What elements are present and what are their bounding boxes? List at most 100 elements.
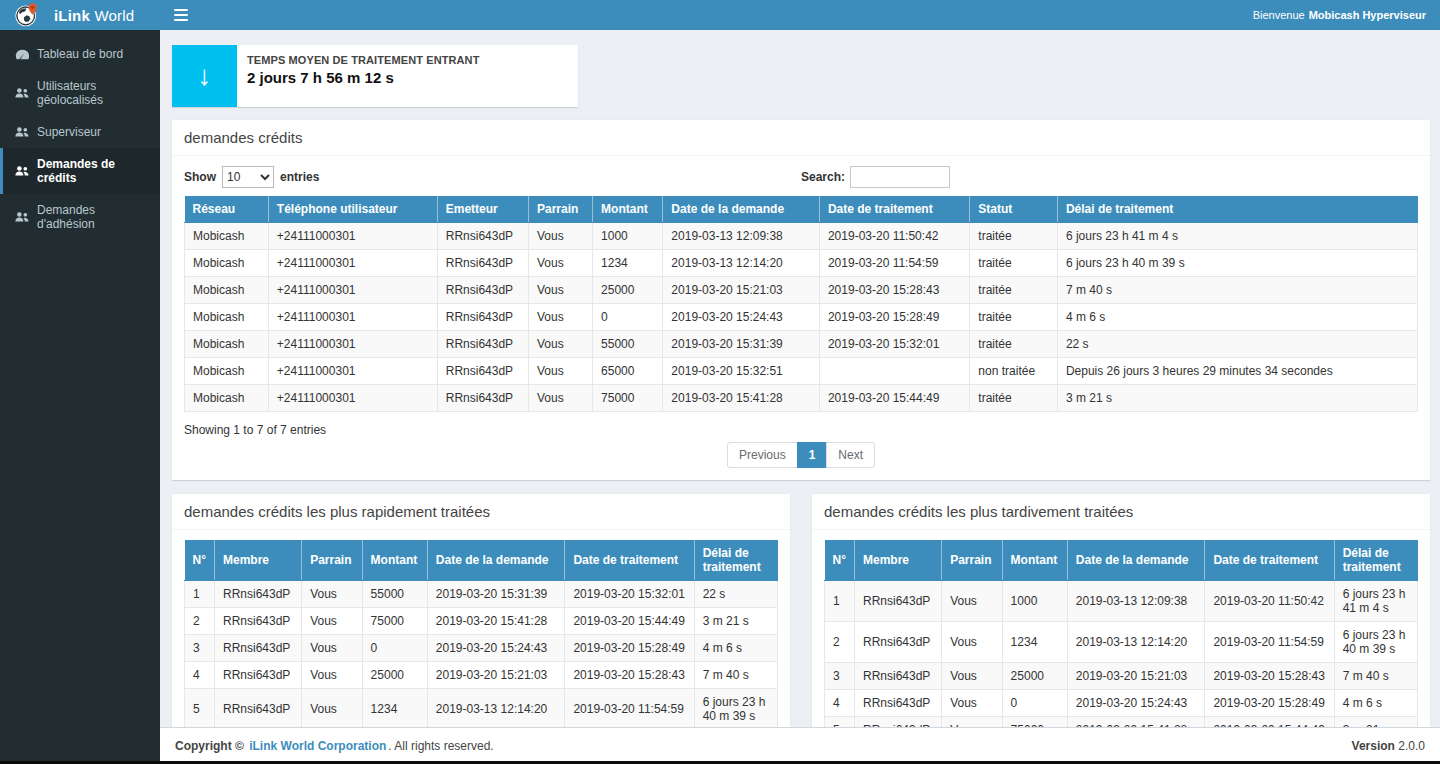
table-row: 3RRnsi643dPVous02019-03-20 15:24:432019-…: [185, 635, 778, 662]
table-cell: RRnsi643dP: [214, 635, 301, 662]
column-header[interactable]: Montant: [362, 540, 427, 581]
table-cell: Vous: [942, 717, 1002, 728]
table-cell: 0: [1002, 690, 1067, 717]
table-row: 3RRnsi643dPVous250002019-03-20 15:21:032…: [825, 663, 1418, 690]
column-header[interactable]: Téléphone utilisateur: [268, 196, 437, 223]
table-cell: 2019-03-20 15:31:39: [663, 331, 820, 358]
column-header[interactable]: Montant: [593, 196, 663, 223]
table-cell: traitée: [970, 385, 1058, 412]
table-cell: traitée: [970, 277, 1058, 304]
table-cell: 25000: [362, 662, 427, 689]
table-cell: 2019-03-20 15:44:49: [1205, 717, 1334, 728]
brand-name-light: World: [94, 7, 134, 24]
previous-button[interactable]: Previous: [727, 442, 798, 468]
table-cell: [819, 358, 969, 385]
column-header[interactable]: Date de la demande: [1067, 540, 1205, 581]
column-header[interactable]: Délai de traitement: [1057, 196, 1417, 223]
column-header[interactable]: Montant: [1002, 540, 1067, 581]
fastest-panel-body: N°MembreParrainMontantDate de la demande…: [172, 530, 790, 727]
latest-table: N°MembreParrainMontantDate de la demande…: [824, 540, 1418, 727]
users-icon: [15, 211, 30, 223]
table-cell: 2019-03-20 15:41:28: [1067, 717, 1205, 728]
sidebar-item-label: Utilisateurs géolocalisés: [37, 79, 150, 107]
credits-panel-title: demandes crédits: [172, 120, 1430, 156]
column-header[interactable]: Date de la demande: [663, 196, 820, 223]
company-link[interactable]: iLink World Corporation: [249, 739, 386, 753]
table-cell: 0: [362, 635, 427, 662]
table-cell: +24111000301: [268, 277, 437, 304]
header-row: N°MembreParrainMontantDate de la demande…: [825, 540, 1418, 581]
table-cell: 55000: [362, 581, 427, 608]
sidebar-item-supervisor[interactable]: Superviseur: [0, 116, 160, 148]
table-cell: 6 jours 23 h 40 m 39 s: [1334, 622, 1417, 663]
column-header[interactable]: Délai de traitement: [694, 540, 777, 581]
sidebar-item-label: Superviseur: [37, 125, 101, 139]
table-cell: 2019-03-20 15:32:01: [819, 331, 969, 358]
table-cell: traitée: [970, 250, 1058, 277]
sidebar-item-geolocated-users[interactable]: Utilisateurs géolocalisés: [0, 70, 160, 116]
table-cell: Vous: [942, 581, 1002, 622]
dashboard-icon: [15, 49, 30, 60]
column-header[interactable]: Emetteur: [437, 196, 528, 223]
table-cell: 6 jours 23 h 40 m 39 s: [1057, 250, 1417, 277]
table-cell: 2019-03-20 15:21:03: [427, 662, 565, 689]
column-header[interactable]: Date de traitement: [819, 196, 969, 223]
table-cell: 2019-03-20 15:28:49: [565, 635, 694, 662]
hamburger-icon[interactable]: [174, 6, 190, 24]
column-header[interactable]: Parrain: [942, 540, 1002, 581]
column-header[interactable]: Réseau: [185, 196, 269, 223]
page-size-select[interactable]: 10: [222, 166, 274, 188]
table-cell: 5: [185, 689, 215, 728]
table-cell: 2019-03-20 15:21:03: [1067, 663, 1205, 690]
table-cell: 2019-03-20 15:21:03: [663, 277, 820, 304]
column-header[interactable]: Parrain: [302, 540, 362, 581]
fastest-table-body: 1RRnsi643dPVous550002019-03-20 15:31:392…: [185, 581, 778, 728]
page-button-1[interactable]: 1: [797, 442, 828, 468]
column-header[interactable]: Statut: [970, 196, 1058, 223]
arrow-down-icon: ↓: [172, 45, 237, 107]
table-cell: 2019-03-20 15:24:43: [1067, 690, 1205, 717]
column-header[interactable]: Date de traitement: [565, 540, 694, 581]
credits-panel-body: Show 10 entries Search:: [172, 156, 1430, 480]
welcome-user: Mobicash Hyperviseur: [1309, 9, 1426, 21]
column-header[interactable]: Délai de traitement: [1334, 540, 1417, 581]
credits-panel: demandes crédits Show 10 entries Search:: [172, 119, 1430, 480]
table-row: Mobicash+24111000301RRnsi643dPVous100020…: [185, 223, 1418, 250]
brand-name-bold: iLink: [54, 7, 90, 24]
table-cell: 5: [825, 717, 855, 728]
table-cell: 2019-03-20 15:41:28: [427, 608, 565, 635]
column-header[interactable]: Membre: [214, 540, 301, 581]
table-cell: 2019-03-20 15:28:43: [819, 277, 969, 304]
column-header[interactable]: Parrain: [528, 196, 592, 223]
column-header[interactable]: Date de la demande: [427, 540, 565, 581]
table-row: Mobicash+24111000301RRnsi643dPVous02019-…: [185, 304, 1418, 331]
table-cell: Mobicash: [185, 304, 269, 331]
column-header[interactable]: Membre: [854, 540, 941, 581]
table-cell: 2019-03-20 15:44:49: [565, 608, 694, 635]
sidebar-menu: Tableau de bord Utilisateurs géolocalisé…: [0, 30, 160, 240]
next-button[interactable]: Next: [826, 442, 875, 468]
sidebar-item-dashboard[interactable]: Tableau de bord: [0, 38, 160, 70]
sidebar-item-credit-requests[interactable]: Demandes de crédits: [0, 148, 160, 194]
column-header[interactable]: N°: [825, 540, 855, 581]
page-length-control: Show 10 entries: [184, 166, 801, 188]
table-row: 5RRnsi643dPVous750002019-03-20 15:41:282…: [825, 717, 1418, 728]
column-header[interactable]: Date de traitement: [1205, 540, 1334, 581]
table-cell: RRnsi643dP: [437, 358, 528, 385]
table-cell: 6 jours 23 h 40 m 39 s: [694, 689, 777, 728]
header-row: RéseauTéléphone utilisateurEmetteurParra…: [185, 196, 1418, 223]
credits-table-body: Mobicash+24111000301RRnsi643dPVous100020…: [185, 223, 1418, 412]
table-row: 5RRnsi643dPVous12342019-03-13 12:14:2020…: [185, 689, 778, 728]
table-cell: Mobicash: [185, 277, 269, 304]
table-cell: 6 jours 23 h 41 m 4 s: [1057, 223, 1417, 250]
table-cell: 4: [185, 662, 215, 689]
table-cell: Vous: [942, 663, 1002, 690]
table-cell: Vous: [302, 662, 362, 689]
sidebar-item-membership-requests[interactable]: Demandes d'adhésion: [0, 194, 160, 240]
table-cell: RRnsi643dP: [437, 277, 528, 304]
latest-table-body: 1RRnsi643dPVous10002019-03-13 12:09:3820…: [825, 581, 1418, 728]
brand-logo[interactable]: iLink World: [0, 0, 160, 30]
table-cell: RRnsi643dP: [437, 331, 528, 358]
column-header[interactable]: N°: [185, 540, 215, 581]
search-input[interactable]: [850, 166, 950, 188]
